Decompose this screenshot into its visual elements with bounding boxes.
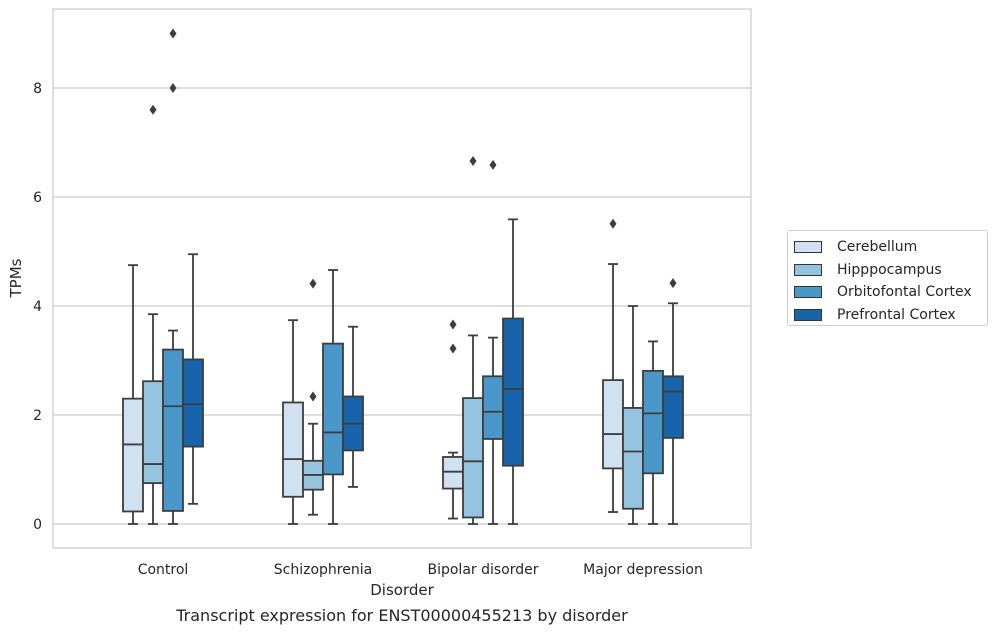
box-orbitofontal-cortex (642, 340, 664, 525)
box-iqr (182, 358, 204, 448)
box-iqr (122, 397, 144, 513)
outlier-point (449, 319, 457, 330)
box-orbitofontal-cortex (482, 159, 504, 525)
box-prefrontal-cortex (662, 278, 684, 525)
outlier-point (169, 83, 177, 93)
box-iqr (322, 342, 344, 476)
box-iqr (642, 369, 664, 475)
box-prefrontal-cortex (182, 253, 204, 505)
tick-labels: 0 2 4 6 8 Control Schizophrenia Bipolar disorde… (33, 81, 703, 578)
legend-label: Orbitofontal Cortex (837, 284, 972, 301)
legend-swatch (794, 286, 822, 299)
outlier-point (609, 218, 617, 229)
box-prefrontal-cortex (342, 325, 364, 488)
box-iqr (662, 375, 684, 439)
box-iqr (622, 407, 644, 510)
outlier-point (669, 278, 677, 289)
legend-item: Prefrontal Cortex (794, 304, 987, 327)
box-orbitofontal-cortex (162, 28, 184, 525)
box-hipppocampus (142, 104, 164, 525)
box-iqr (602, 379, 624, 470)
legend-swatch (794, 308, 822, 321)
legend-swatch (794, 241, 822, 254)
x-tick-label: Schizophrenia (274, 562, 372, 578)
legend-item: Cerebellum (794, 236, 987, 259)
box-cerebellum (122, 264, 144, 525)
box-hipppocampus (462, 156, 484, 525)
box-cerebellum (442, 319, 464, 520)
plot-frame (52, 8, 752, 549)
y-tick-label: 6 (33, 190, 42, 206)
box-orbitofontal-cortex (322, 269, 344, 525)
box-hipppocampus (302, 278, 324, 516)
outlier-point (149, 104, 157, 115)
legend-item: Orbitofontal Cortex (794, 281, 987, 304)
box-iqr (462, 397, 484, 519)
box-iqr (162, 348, 184, 512)
x-axis-label: Disorder (370, 581, 434, 599)
box-iqr (502, 317, 524, 467)
box-prefrontal-cortex (502, 218, 524, 525)
y-tick-label: 4 (33, 299, 42, 315)
y-tick-label: 2 (33, 408, 42, 424)
outlier-point (169, 28, 177, 39)
outlier-point (309, 391, 317, 402)
outlier-point (309, 278, 317, 289)
outlier-point (449, 343, 457, 354)
box-cerebellum (602, 218, 624, 513)
legend-label: Hipppocampus (837, 261, 942, 278)
legend-item: Hipppocampus (794, 259, 987, 282)
box-iqr (282, 401, 304, 498)
x-tick-label: Major depression (583, 562, 703, 578)
outlier-point (469, 156, 477, 167)
outlier-point (489, 159, 497, 170)
plot-marks (122, 28, 684, 525)
box-iqr (442, 456, 464, 490)
y-axis-label: TPMs (7, 258, 25, 298)
chart-caption: Transcript expression for ENST0000045521… (175, 606, 628, 625)
y-tick-label: 0 (33, 517, 42, 533)
box-iqr (482, 375, 504, 440)
chart-legend: Cerebellum Hipppocampus Orbitofontal Corte… (787, 230, 988, 326)
legend-label: Prefrontal Cortex (837, 306, 956, 323)
legend-label: Cerebellum (837, 239, 918, 256)
x-tick-label: Control (138, 562, 189, 578)
x-tick-label: Bipolar disorder (427, 562, 538, 578)
legend-swatch (794, 263, 822, 276)
box-hipppocampus (622, 305, 644, 525)
y-tick-label: 8 (33, 81, 42, 97)
box-cerebellum (282, 319, 304, 525)
box-iqr (142, 380, 164, 485)
